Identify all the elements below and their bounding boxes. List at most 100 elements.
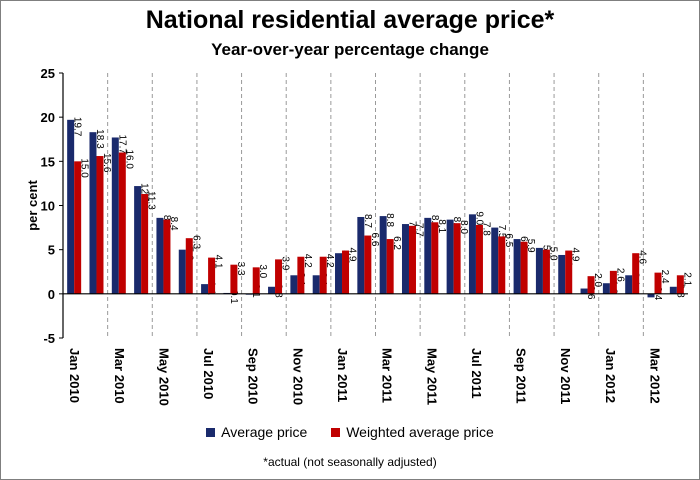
data-label: 8.1: [436, 219, 447, 233]
bar-weighted-average-price: [342, 250, 350, 294]
bar-weighted-average-price: [163, 219, 171, 294]
bar-weighted-average-price: [364, 235, 372, 294]
data-label: 19.7: [72, 117, 83, 137]
bar-weighted-average-price: [230, 264, 238, 294]
chart-subtitle: Year-over-year percentage change: [211, 40, 489, 59]
x-tick-label: Sep 2010: [246, 348, 261, 404]
y-axis-label: per cent: [25, 180, 40, 231]
bar-weighted-average-price: [632, 253, 640, 294]
bar-weighted-average-price: [408, 225, 416, 294]
data-label: 17.7: [116, 134, 127, 154]
bar-average-price: [513, 239, 521, 294]
bar-average-price: [647, 293, 655, 298]
legend-label-average-price: Average price: [221, 424, 308, 440]
bar-weighted-average-price: [542, 249, 550, 294]
data-label: 8.6: [429, 215, 440, 229]
data-label: 7.7: [413, 223, 424, 237]
x-tick-label: Sep 2011: [514, 348, 529, 404]
data-label: 0.1: [228, 290, 239, 304]
bar-average-price: [312, 275, 320, 294]
x-tick-label: Nov 2011: [558, 348, 573, 404]
y-tick-label: 10: [41, 199, 55, 214]
data-label: 5.9: [525, 239, 536, 253]
bar-weighted-average-price: [141, 194, 149, 294]
y-tick-label: 25: [41, 66, 55, 81]
data-label: 2.0: [592, 273, 603, 287]
legend-label-weighted-average-price: Weighted average price: [346, 424, 494, 440]
data-label: 4.9: [347, 248, 358, 262]
bar-average-price: [201, 284, 209, 294]
bar-average-price: [89, 132, 97, 294]
data-label: 15.0: [79, 158, 90, 178]
data-label: 4.2: [302, 254, 313, 268]
bar-weighted-average-price: [654, 272, 662, 294]
bar-average-price: [669, 286, 677, 294]
data-label: 6.5: [503, 233, 514, 247]
bar-average-price: [401, 224, 409, 294]
x-tick-label: Nov 2010: [290, 348, 305, 405]
bar-average-price: [580, 288, 588, 294]
bar-average-price: [134, 186, 142, 294]
bar-average-price: [468, 214, 476, 294]
legend: Average price Weighted average price: [0, 424, 700, 440]
x-tick-label: Jan 2010: [67, 348, 82, 403]
bar-weighted-average-price: [386, 239, 394, 294]
bar-average-price: [156, 217, 164, 294]
data-label: 8.4: [168, 217, 179, 231]
bar-average-price: [357, 216, 365, 294]
data-label: 6.3: [190, 235, 201, 249]
y-tick-label: 20: [41, 110, 55, 125]
bar-weighted-average-price: [275, 259, 283, 294]
bar-weighted-average-price: [252, 267, 260, 294]
chart-title: National residential average price*: [145, 6, 555, 34]
data-label: 18.3: [94, 129, 105, 149]
data-label: 4.1: [213, 255, 224, 269]
x-tick-label: Jul 2011: [469, 348, 484, 399]
data-label: 6.6: [369, 233, 380, 247]
data-label: 16.0: [123, 150, 134, 170]
data-label: 2.4: [659, 270, 670, 284]
y-tick-label: 0: [48, 287, 55, 302]
x-tick-label: Mar 2011: [380, 348, 395, 403]
bar-weighted-average-price: [676, 275, 684, 294]
legend-swatch-average-price: [206, 428, 216, 437]
data-label: 11.3: [146, 191, 157, 210]
x-tick-label: Jul 2010: [201, 348, 216, 399]
data-label: 15.6: [101, 153, 112, 173]
x-tick-label: Jan 2011: [335, 348, 350, 402]
data-label: 12.2: [139, 183, 150, 203]
data-label: 4.9: [570, 248, 581, 262]
x-tick-label: Jan 2012: [603, 348, 618, 403]
bar-weighted-average-price: [118, 152, 126, 294]
y-tick-label: -5: [43, 331, 55, 346]
data-label: 8.0: [458, 220, 469, 234]
bar-average-price: [446, 219, 454, 294]
data-label: 2.1: [681, 272, 692, 286]
x-tick-label: Mar 2012: [648, 348, 663, 404]
bar-average-price: [625, 275, 633, 294]
data-label: 8.8: [384, 213, 395, 227]
bar-average-price: [535, 247, 543, 294]
data-label: 9.0: [473, 211, 484, 225]
bar-average-price: [602, 283, 610, 294]
bar-weighted-average-price: [297, 256, 305, 294]
data-label: 2.6: [614, 268, 625, 282]
legend-item-weighted-average-price: Weighted average price: [331, 424, 494, 440]
bar-weighted-average-price: [319, 256, 327, 294]
data-label: 6.2: [391, 236, 402, 250]
bar-weighted-average-price: [565, 250, 573, 294]
data-label: 5.0: [547, 247, 558, 261]
bar-weighted-average-price: [453, 223, 461, 294]
x-tick-label: May 2011: [424, 348, 439, 405]
y-tick-label: 15: [41, 154, 55, 169]
data-label: 7.5: [496, 225, 507, 239]
data-label: 3.0: [257, 264, 268, 278]
bar-average-price: [111, 137, 119, 294]
data-label: 4.6: [637, 250, 648, 264]
bar-average-price: [558, 254, 566, 294]
bar-average-price: [491, 227, 499, 294]
data-label: 3.3: [235, 262, 246, 276]
y-tick-label: 5: [48, 243, 55, 258]
bar-weighted-average-price: [498, 236, 506, 294]
legend-item-average-price: Average price: [206, 424, 307, 440]
